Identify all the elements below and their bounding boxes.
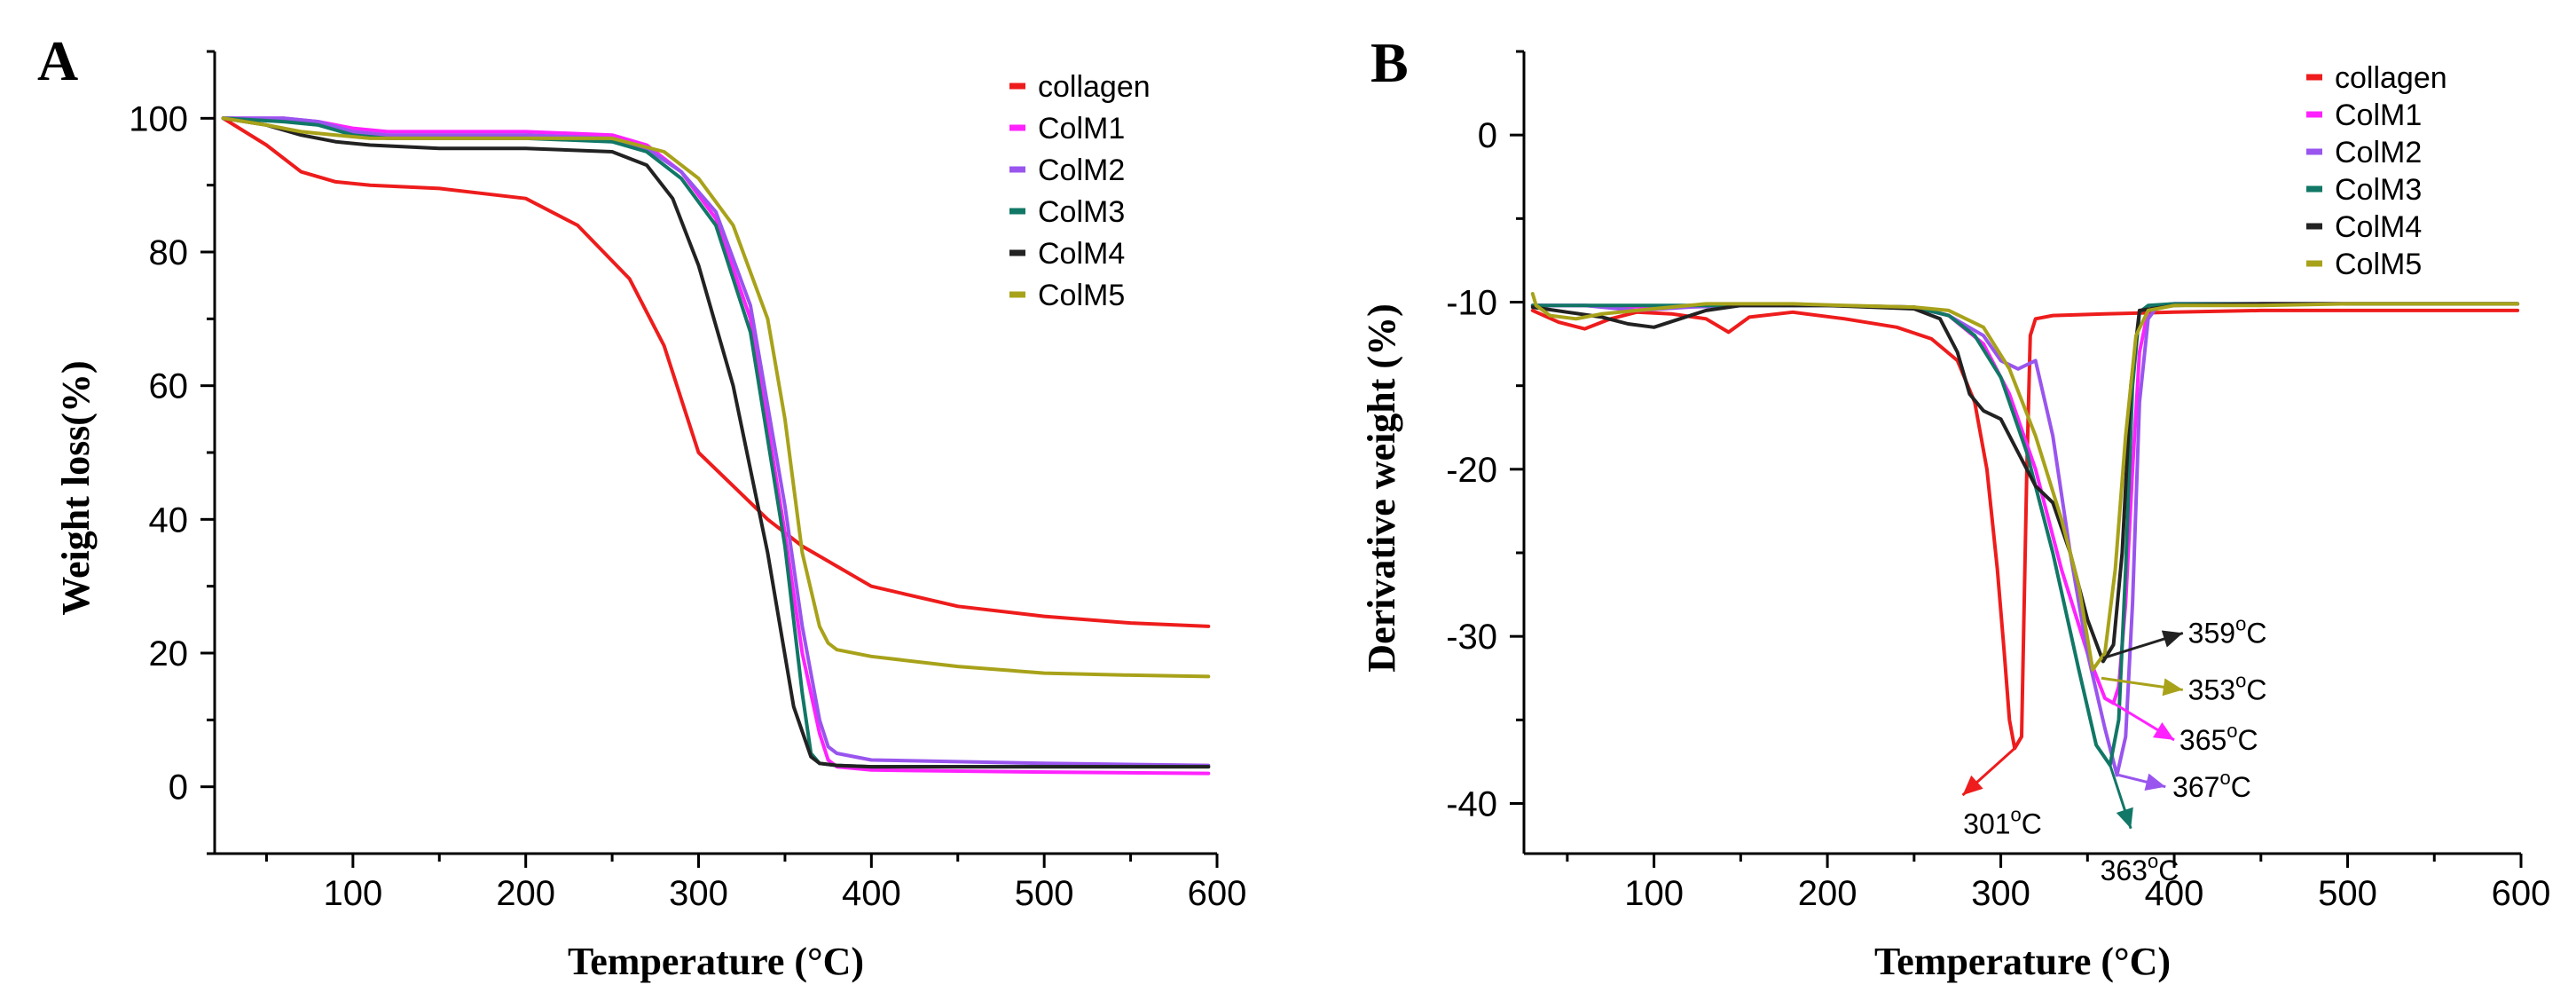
panel-letter: A: [37, 29, 78, 92]
y-axis-title: Derivative weight (%): [1360, 303, 1403, 672]
annotation-label: 367oC: [2172, 767, 2251, 803]
annotation-arrow-head: [2116, 807, 2133, 829]
legend-label: collagen: [2335, 61, 2447, 95]
annotation-label: 301oC: [1963, 803, 2042, 839]
annotation-label: 353oC: [2188, 670, 2267, 706]
x-tick-label: 100: [323, 874, 382, 913]
x-tick-label: 200: [496, 874, 555, 913]
x-axis-title: Temperature (°C): [568, 940, 864, 983]
y-tick-label: 100: [129, 99, 188, 138]
series-line-collagen: [221, 116, 1211, 628]
panel-letter: B: [1370, 31, 1409, 94]
legend-label: ColM5: [2335, 248, 2422, 281]
x-tick-label: 400: [842, 874, 901, 913]
y-tick-label: 80: [149, 233, 189, 272]
x-axis-title: Temperature (°C): [1874, 940, 2171, 983]
y-tick-label: -40: [1446, 785, 1497, 824]
annotation-arrow-head: [1962, 775, 1983, 796]
legend-label: ColM1: [2335, 98, 2422, 132]
y-tick-label: 0: [169, 768, 188, 807]
legend-label: ColM3: [1038, 195, 1125, 229]
x-tick-label: 400: [2145, 874, 2204, 913]
series-line-colm4: [221, 116, 1211, 769]
y-axis-title: Weight loss(%): [54, 360, 98, 615]
annotation-label: 363oC: [2101, 850, 2179, 886]
y-tick-label: 60: [149, 367, 189, 406]
legend-label: ColM3: [2335, 173, 2422, 207]
x-tick-label: 300: [669, 874, 728, 913]
legend-label: ColM4: [1038, 237, 1125, 271]
annotation-arrow-head: [2144, 773, 2166, 791]
series-line-colm5: [1530, 292, 2520, 672]
y-tick-label: 40: [149, 500, 189, 539]
x-tick-label: 300: [1971, 874, 2030, 913]
series-line-collagen: [1530, 308, 2520, 751]
x-tick-label: 100: [1624, 874, 1684, 913]
y-tick-label: 0: [1478, 116, 1497, 155]
x-tick-label: 500: [1015, 874, 1074, 913]
panel-a: A 100 200 300 400 500 600 0 20 40 60 80 100 Temperatu…: [37, 29, 1246, 983]
annotation-arrow-head: [2162, 678, 2183, 697]
y-tick-label: -30: [1446, 618, 1497, 657]
series-line-colm5: [221, 116, 1211, 679]
legend-label: ColM2: [2335, 136, 2422, 169]
x-tick-label: 200: [1798, 874, 1857, 913]
y-tick-label: -10: [1446, 284, 1497, 323]
legend-label: collagen: [1038, 70, 1151, 104]
annotation-label: 365oC: [2179, 720, 2258, 756]
panel-b: B 100 200 300 400 500 600 0 -10 -20 -30 -40 Temperat…: [1360, 31, 2550, 983]
legend-label: ColM4: [2335, 210, 2422, 244]
x-tick-label: 500: [2318, 874, 2377, 913]
x-tick-label: 600: [1188, 874, 1247, 913]
legend-label: ColM1: [1038, 112, 1125, 146]
series-line-colm4: [1530, 302, 2520, 664]
legend-label: ColM2: [1038, 154, 1125, 187]
annotation-label: 359oC: [2188, 613, 2267, 650]
legend-label: ColM5: [1038, 279, 1125, 312]
series-line-colm2: [221, 116, 1211, 768]
annotation-arrow-head: [2161, 630, 2183, 648]
x-tick-label: 600: [2492, 874, 2551, 913]
y-tick-label: 20: [149, 634, 189, 673]
y-tick-label: -20: [1446, 451, 1497, 490]
annotation-arrow-head: [2153, 721, 2175, 740]
